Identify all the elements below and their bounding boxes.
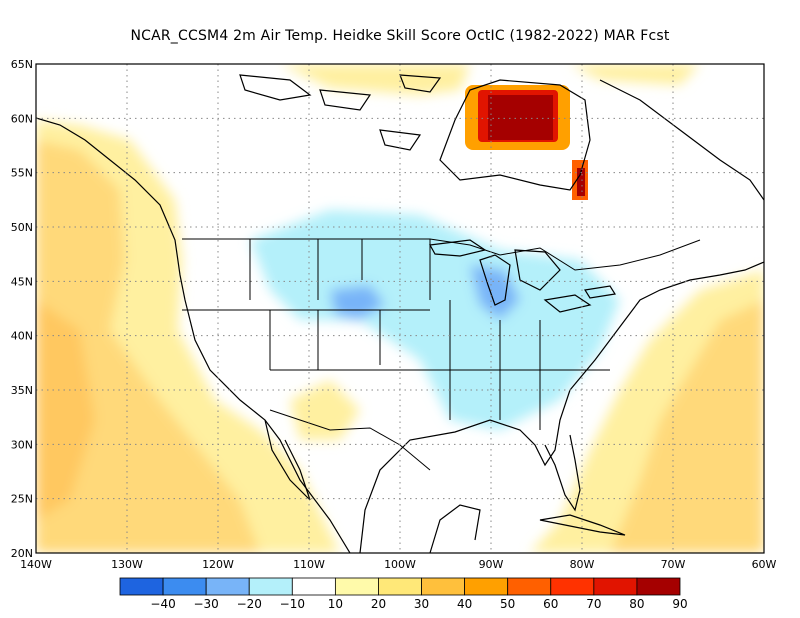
longitude-label: 70W xyxy=(661,558,686,571)
hudson-bay-max xyxy=(465,85,588,200)
colorbar-swatch xyxy=(248,577,293,596)
pacific-skill-inner xyxy=(36,300,95,520)
colorbar-swatch xyxy=(636,577,681,596)
colorbar-label: −20 xyxy=(237,597,262,611)
colorbar-label: 30 xyxy=(414,597,429,611)
latitude-label: 40N xyxy=(11,330,33,343)
colorbar: −40 −30 −20 −10 10 20 30 40 50 60 70 80 90 xyxy=(119,577,688,611)
colorbar-swatch xyxy=(378,577,422,596)
latitude-label: 45N xyxy=(11,275,33,288)
colorbar-label: 20 xyxy=(371,597,386,611)
colorbar-swatch xyxy=(507,577,552,596)
longitude-label: 130W xyxy=(111,558,143,571)
latitude-label: 35N xyxy=(11,384,33,397)
colorbar-label: −30 xyxy=(193,597,218,611)
longitude-labels: 140W 130W 120W 110W 100W 90W 80W 70W 60W xyxy=(20,558,776,571)
longitude-label: 100W xyxy=(384,558,416,571)
colorbar-label: 80 xyxy=(629,597,644,611)
latitude-label: 60N xyxy=(11,112,33,125)
longitude-label: 90W xyxy=(479,558,504,571)
map-title: NCAR_CCSM4 2m Air Temp. Heidke Skill Sco… xyxy=(130,28,670,44)
southwest-positive xyxy=(290,380,360,440)
latitude-label: 20N xyxy=(11,547,33,560)
latitude-label: 65N xyxy=(11,58,33,71)
latitude-label: 25N xyxy=(11,493,33,506)
rockies-negative xyxy=(330,285,385,320)
longitude-label: 140W xyxy=(20,558,52,571)
colorbar-swatch xyxy=(421,577,466,596)
latitude-labels: 65N 60N 55N 50N 45N 40N 35N 30N 25N 20N xyxy=(11,58,33,560)
latitude-label: 55N xyxy=(11,167,33,180)
central-us-negative xyxy=(250,210,620,430)
latitude-label: 30N xyxy=(11,438,33,451)
borders xyxy=(182,238,701,471)
colorbar-label: 10 xyxy=(328,597,343,611)
colorbar-label: 90 xyxy=(672,597,687,611)
plot-frame xyxy=(35,63,765,554)
colorbar-swatch xyxy=(550,577,595,596)
colorbar-swatch xyxy=(593,577,638,596)
colorbar-label: 70 xyxy=(586,597,601,611)
north-fringe-2 xyxy=(570,64,700,85)
longitude-label: 120W xyxy=(202,558,234,571)
longitude-label: 110W xyxy=(293,558,325,571)
colorbar-swatch xyxy=(119,577,164,596)
longitude-label: 60W xyxy=(752,558,777,571)
colorbar-label: 40 xyxy=(457,597,472,611)
colorbar-swatch xyxy=(162,577,207,596)
gridlines xyxy=(36,64,764,553)
colorbar-swatch xyxy=(205,577,250,596)
colorbar-swatch xyxy=(334,577,379,596)
longitude-label: 80W xyxy=(570,558,595,571)
coastlines xyxy=(36,74,764,553)
colorbar-label: 60 xyxy=(543,597,558,611)
colorbar-label: 50 xyxy=(500,597,515,611)
colorbar-label: −40 xyxy=(150,597,175,611)
colorbar-label: −10 xyxy=(280,597,305,611)
latitude-label: 50N xyxy=(11,221,33,234)
colorbar-swatch xyxy=(464,577,509,596)
skill-field xyxy=(36,64,764,553)
north-fringe xyxy=(280,64,470,95)
atlantic-skill-core xyxy=(610,300,764,553)
colorbar-swatch xyxy=(291,577,336,596)
pacific-skill-core xyxy=(36,140,260,553)
